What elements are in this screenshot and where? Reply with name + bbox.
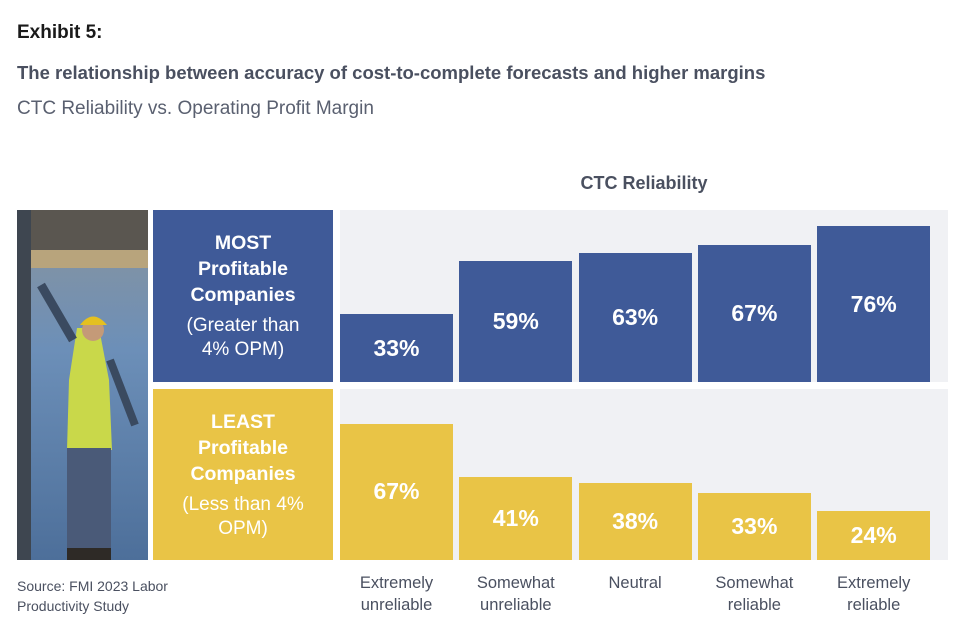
value-label: 67% (373, 478, 420, 505)
bar: 33% (697, 492, 811, 560)
legend-note: (Greater than 4% OPM) (186, 315, 300, 360)
legend-box: MOST Profitable Companies (Greater than 4… (153, 210, 333, 382)
value-label: 24% (850, 522, 897, 549)
bar: 41% (459, 476, 573, 560)
value-label: 41% (492, 504, 539, 531)
bar: 59% (459, 261, 573, 382)
x-tick-label: Extremely reliable (837, 574, 911, 614)
chart-subtitle: CTC Reliability vs. Operating Profit Mar… (17, 98, 374, 119)
value-label: 67% (731, 299, 778, 326)
value-label: 33% (731, 512, 778, 539)
worker-photo (17, 210, 148, 560)
value-label: 63% (612, 304, 659, 330)
value-label: 76% (850, 290, 897, 317)
x-tick-label: Neutral (608, 574, 662, 592)
chart-title: The relationship between accuracy of cos… (17, 62, 766, 83)
value-label: 59% (492, 308, 539, 335)
x-tick-label: Extremely unreliable (359, 574, 434, 614)
legend-name: LEAST Profitable Companies (190, 410, 296, 485)
legend-note: (Less than 4% OPM) (182, 493, 304, 539)
bar: 76% (817, 226, 931, 382)
legend-name: MOST Profitable Companies (190, 232, 296, 306)
bar: 24% (817, 511, 931, 560)
value-label: 33% (373, 334, 420, 361)
source-note: Source: FMI 2023 Labor Productivity Stud… (17, 578, 168, 614)
bar: 67% (340, 423, 453, 560)
bar: 67% (697, 244, 811, 382)
legend-box: LEAST Profitable Companies (Less than 4% … (153, 389, 333, 560)
exhibit-label: Exhibit 5: (17, 22, 103, 43)
bar: 33% (340, 314, 453, 382)
bar: 38% (578, 482, 692, 560)
value-label: 38% (612, 507, 659, 534)
x-tick-label: Somewhat unreliable (476, 574, 555, 614)
axis-title: CTC Reliability (580, 173, 708, 193)
x-tick-label: Somewhat reliable (715, 574, 794, 614)
bar: 63% (578, 253, 692, 382)
